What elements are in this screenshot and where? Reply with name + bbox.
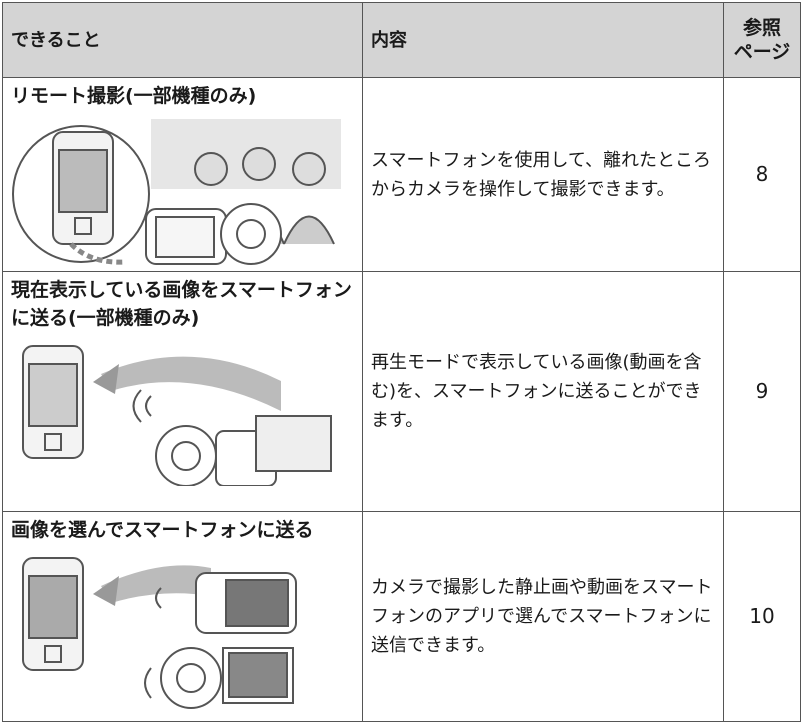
description-cell: 再生モードで表示している画像(動画を含む)を、スマートフォンに送ることができます… (362, 271, 724, 512)
description-cell: スマートフォンを使用して、離れたところからカメラを操作して撮影できます。 (362, 77, 724, 272)
row: リモート撮影(一部機種のみ) スマートフォンを使用して、離れたところからカメラを… (2, 77, 801, 272)
row: 画像を選んでスマートフォンに送る カメラで撮影した静止画や動画をスマートフォンの… (2, 511, 801, 722)
row: 現在表示している画像をスマートフォンに送る(一部機種のみ) 再生モードで表示して… (2, 271, 801, 512)
feature-cell: 画像を選んでスマートフォンに送る (2, 511, 363, 722)
feature-title: リモート撮影(一部機種のみ) (11, 85, 257, 107)
page-cell: 8 (723, 77, 801, 272)
illustration (22, 345, 332, 486)
feature-title: 画像を選んでスマートフォンに送る (11, 519, 314, 541)
feature-cell: リモート撮影(一部機種のみ) (2, 77, 363, 272)
feature-title: 現在表示している画像をスマートフォンに送る(一部機種のみ) (11, 279, 352, 329)
header-line: 参照 (742, 17, 781, 39)
page-cell: 9 (723, 271, 801, 512)
description-cell: カメラで撮影した静止画や動画をスマートフォンのアプリで選んでスマートフォンに送信… (362, 511, 724, 722)
header-cell: 参照 ページ (723, 2, 801, 78)
illustration (22, 557, 297, 709)
header-row: できること 内容 参照 ページ (2, 2, 801, 78)
page-cell: 10 (723, 511, 801, 722)
header-cell: 内容 (362, 2, 724, 78)
header-cell: できること (2, 2, 363, 78)
header-line: ページ (733, 41, 791, 63)
feature-cell: 現在表示している画像をスマートフォンに送る(一部機種のみ) (2, 271, 363, 512)
illustration (12, 119, 341, 265)
